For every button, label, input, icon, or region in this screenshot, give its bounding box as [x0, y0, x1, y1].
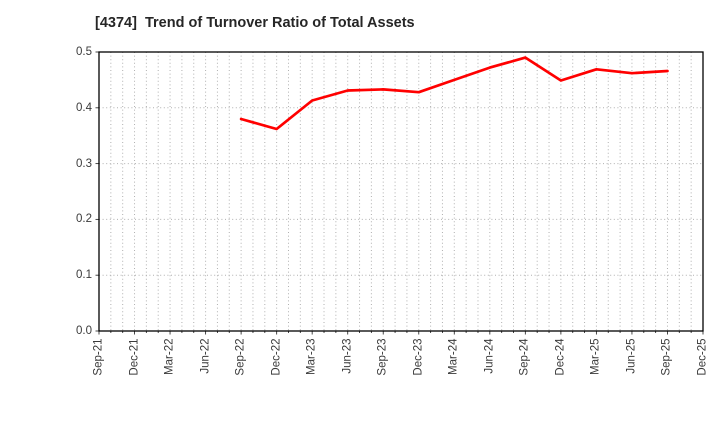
x-tick-label: Jun-24 — [483, 338, 496, 374]
plot-border — [98, 51, 704, 332]
x-tick-label: Sep-21 — [92, 338, 105, 376]
chart-title: [4374] Trend of Turnover Ratio of Total … — [95, 15, 415, 31]
grid-horizontal — [99, 107, 703, 276]
x-tick-label: Sep-23 — [376, 338, 389, 376]
x-tick-label: Dec-22 — [270, 338, 283, 376]
y-tick-label: 0.1 — [76, 269, 92, 282]
x-tick-label: Dec-25 — [696, 338, 709, 376]
y-tick-label: 0.3 — [76, 157, 92, 170]
x-tick-label: Jun-22 — [199, 338, 212, 374]
x-tick-label: Jun-25 — [625, 338, 638, 374]
axis-ticks — [95, 51, 704, 335]
grid-vertical — [110, 52, 692, 331]
x-tick-label: Sep-25 — [660, 338, 673, 376]
x-tick-label: Sep-24 — [518, 338, 531, 376]
x-tick-label: Dec-23 — [412, 338, 425, 376]
x-tick-label: Dec-21 — [128, 338, 141, 376]
turnover-ratio-line — [239, 56, 669, 131]
x-tick-label: Mar-24 — [447, 338, 460, 375]
y-tick-label: 0.2 — [76, 213, 92, 226]
x-tick-label: Mar-22 — [163, 338, 176, 375]
y-tick-label: 0.4 — [76, 101, 92, 114]
y-tick-label: 0.0 — [76, 325, 92, 337]
x-tick-label: Jun-23 — [341, 338, 354, 374]
x-tick-label: Mar-23 — [305, 338, 318, 375]
x-tick-label: Sep-22 — [234, 338, 247, 376]
x-tick-label: Dec-24 — [554, 338, 567, 376]
x-tick-label: Mar-25 — [589, 338, 602, 375]
y-tick-label: 0.5 — [76, 46, 92, 58]
